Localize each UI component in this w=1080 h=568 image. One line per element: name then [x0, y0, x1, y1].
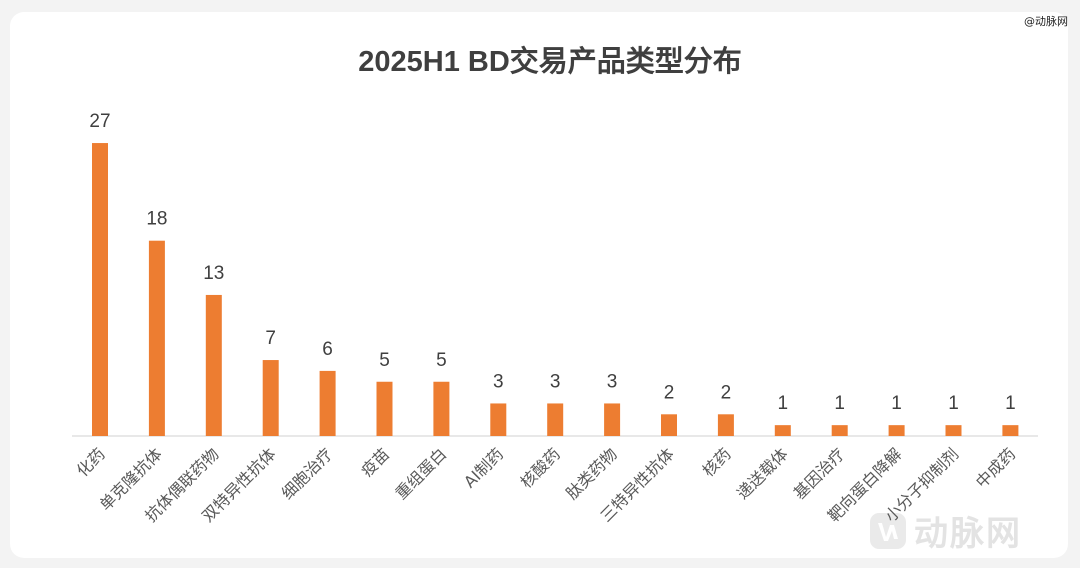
bar-5 — [376, 381, 393, 436]
bar-6 — [433, 381, 450, 436]
category-label-5: 疫苗 — [357, 444, 393, 480]
bar-3 — [262, 360, 279, 436]
value-label-5: 5 — [379, 350, 390, 371]
category-label-8: 核酸药 — [517, 444, 564, 491]
bar-11 — [717, 414, 734, 436]
category-label-9: 肽类药物 — [562, 444, 621, 503]
category-label-7: AI制药 — [460, 444, 507, 491]
chart-card — [10, 12, 1068, 558]
chart-title: 2025H1 BD交易产品类型分布 — [358, 46, 742, 78]
bar-14 — [888, 425, 905, 436]
bar-9 — [604, 403, 621, 436]
value-label-1: 18 — [146, 209, 167, 230]
category-label-4: 细胞治疗 — [278, 444, 337, 503]
bar-1 — [148, 240, 165, 436]
value-label-8: 3 — [550, 371, 561, 392]
value-label-16: 1 — [1005, 393, 1016, 414]
value-label-14: 1 — [891, 393, 902, 414]
value-label-6: 5 — [436, 350, 447, 371]
watermark-logo: 动脉网 — [868, 506, 1022, 555]
value-label-13: 1 — [834, 393, 845, 414]
value-label-3: 7 — [265, 328, 276, 349]
bar-15 — [945, 425, 962, 436]
value-label-11: 2 — [721, 382, 732, 403]
watermark-logo-text: 动脉网 — [914, 514, 1022, 554]
value-labels-group: 27 18 13 7 6 5 5 3 3 3 2 2 1 1 1 1 1 — [89, 111, 1015, 414]
value-label-2: 13 — [203, 263, 224, 284]
category-label-12: 递送载体 — [733, 444, 792, 503]
value-label-0: 27 — [89, 111, 110, 132]
bar-12 — [774, 425, 791, 436]
bar-7 — [490, 403, 507, 436]
value-label-10: 2 — [664, 382, 675, 403]
bar-0 — [92, 143, 108, 437]
bar-10 — [661, 414, 677, 436]
watermark-logo-icon — [870, 512, 906, 549]
category-label-6: 重组蛋白 — [392, 444, 451, 503]
category-label-11: 核药 — [699, 444, 735, 480]
bar-2 — [205, 294, 222, 436]
category-label-0: 化药 — [73, 444, 109, 480]
value-label-12: 1 — [778, 393, 789, 414]
bars-group — [92, 143, 1019, 437]
category-label-16: 中成药 — [972, 444, 1019, 491]
category-label-13: 基因治疗 — [790, 444, 849, 503]
bar-4 — [319, 370, 336, 436]
bar-16 — [1002, 425, 1019, 436]
bar-13 — [831, 425, 848, 436]
value-label-9: 3 — [607, 371, 618, 392]
bar-8 — [547, 403, 564, 436]
value-label-15: 1 — [948, 393, 959, 414]
watermark-top-text: @动脉网 — [1024, 15, 1068, 28]
value-label-4: 6 — [322, 339, 333, 360]
value-label-7: 3 — [493, 371, 504, 392]
